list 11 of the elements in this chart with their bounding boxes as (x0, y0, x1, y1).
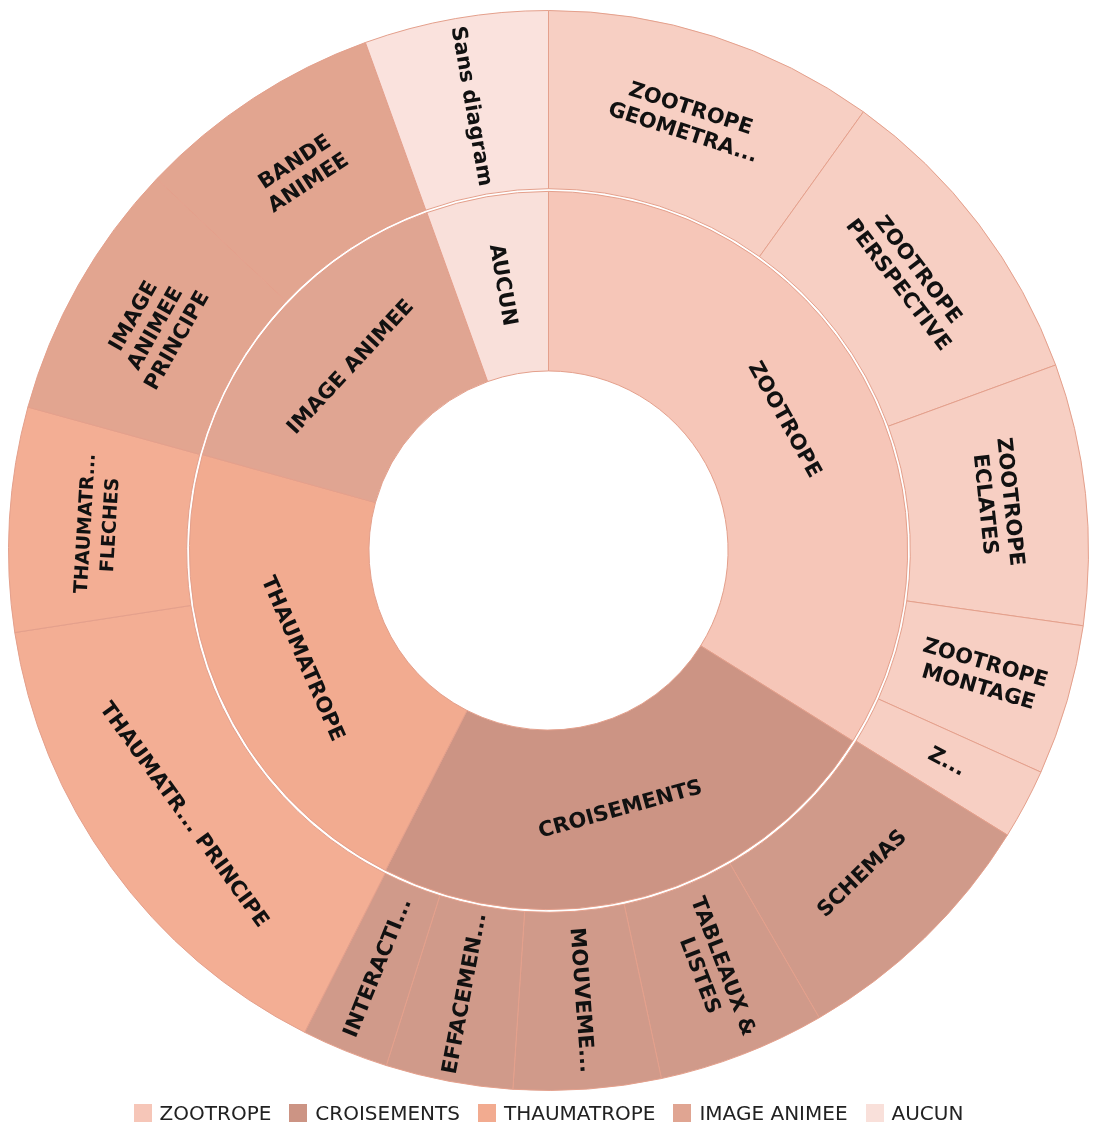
slice-label: Z... (924, 741, 971, 781)
slice-label: Sans diagram (446, 24, 499, 188)
slice-label: MOUVEME... (565, 926, 600, 1074)
slice-label: ZOOTROPE ECLATES (968, 436, 1030, 568)
legend-label: ZOOTROPE (159, 1101, 272, 1125)
legend-label: CROISEMENTS (315, 1101, 460, 1125)
legend-label: AUCUN (891, 1101, 964, 1125)
legend-label: THAUMATROPE (503, 1101, 656, 1125)
slice-label: AUCUN (484, 242, 523, 328)
slice-label: THAUMATR... FLECHES (68, 452, 123, 594)
legend-label: IMAGE ANIMEE (699, 1101, 848, 1125)
